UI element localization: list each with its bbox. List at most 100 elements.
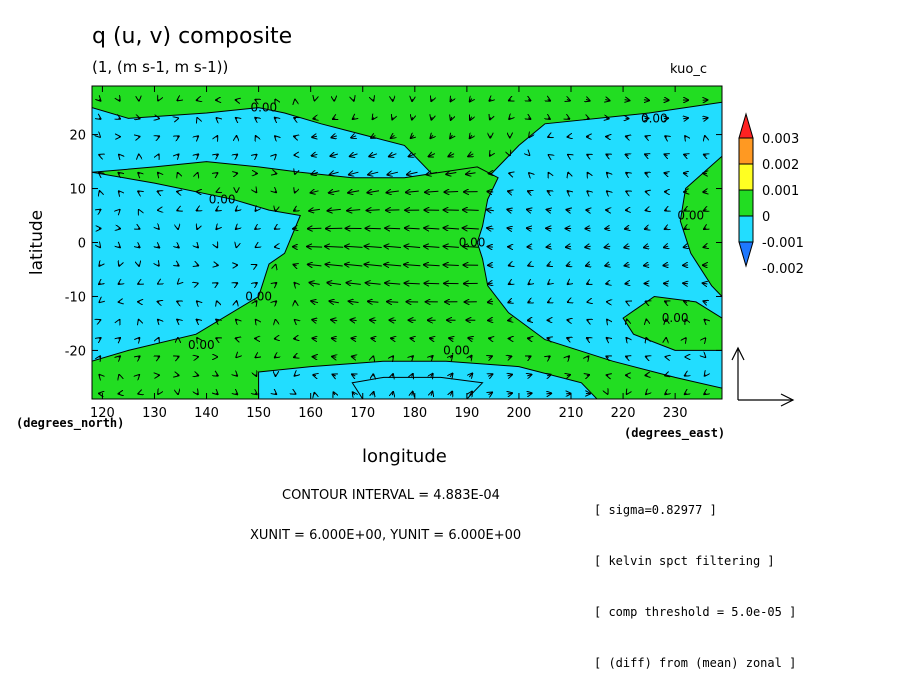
contour-label: 0.00 xyxy=(443,343,470,357)
wind-vector xyxy=(158,100,159,101)
wind-vector xyxy=(197,393,198,394)
wind-vector xyxy=(568,155,569,156)
colorbar-swatch xyxy=(739,190,753,216)
wind-vector xyxy=(217,136,218,137)
wind-vector xyxy=(217,173,218,174)
colorbar-swatch xyxy=(739,138,753,164)
negative-region xyxy=(352,377,482,399)
wind-vector xyxy=(646,302,648,303)
wind-vector xyxy=(293,228,297,229)
wind-vector xyxy=(332,338,337,339)
wind-vector xyxy=(313,375,316,376)
wind-vector xyxy=(705,375,706,376)
wind-vector xyxy=(387,302,398,303)
y-tick-label: -10 xyxy=(65,290,86,305)
wind-vector xyxy=(139,375,140,376)
wind-vector xyxy=(665,375,667,376)
x-tick-label: 220 xyxy=(611,406,636,421)
wind-vector xyxy=(177,357,178,358)
wind-vector xyxy=(627,393,628,394)
wind-vector xyxy=(684,173,688,174)
wind-vector xyxy=(256,191,257,192)
colorbar-label: -0.002 xyxy=(762,262,804,277)
wind-vector xyxy=(256,357,257,358)
wind-vector xyxy=(99,210,100,211)
wind-vector xyxy=(549,173,550,174)
wind-vector xyxy=(197,301,198,302)
wind-vector xyxy=(138,283,139,284)
wind-vector xyxy=(487,192,493,193)
wind-vector xyxy=(307,247,322,248)
wind-vector xyxy=(308,228,322,229)
colorbar-label: -0.001 xyxy=(762,236,804,251)
x-tick-label: 170 xyxy=(350,406,375,421)
wind-vector xyxy=(663,265,668,266)
reference-vector xyxy=(732,348,793,406)
wind-vector xyxy=(197,210,199,211)
wind-vector xyxy=(607,320,608,321)
wind-vector xyxy=(370,320,376,321)
wind-vector xyxy=(529,136,530,137)
wind-vector xyxy=(158,155,159,156)
x-tick-label: 180 xyxy=(402,406,427,421)
wind-vector xyxy=(488,247,493,248)
wind-vector xyxy=(444,265,459,266)
y-tick-label: 20 xyxy=(69,129,86,144)
x-tick-label: 160 xyxy=(298,406,323,421)
wind-vector xyxy=(158,338,159,339)
wind-vector xyxy=(509,265,511,266)
wind-vector xyxy=(256,136,257,137)
wind-vector xyxy=(217,246,218,247)
wind-vector xyxy=(158,136,160,137)
wind-vector xyxy=(158,302,160,303)
x-axis-label: longitude xyxy=(362,446,447,467)
wind-vector xyxy=(431,117,432,120)
wind-vector xyxy=(295,191,296,192)
wind-vector xyxy=(177,302,178,303)
contour-label: 0.00 xyxy=(677,209,704,223)
contour-label: 0.00 xyxy=(662,311,689,325)
y-tick-label: 0 xyxy=(78,237,86,252)
contour-label: 0.00 xyxy=(250,101,277,115)
wind-vector xyxy=(294,136,296,137)
colorbar-label: 0.002 xyxy=(762,158,799,173)
x-tick-label: 210 xyxy=(559,406,584,421)
colorbar-label: 0.003 xyxy=(762,132,799,147)
wind-vector xyxy=(99,155,100,156)
wind-vector xyxy=(197,228,198,229)
wind-vector xyxy=(568,302,569,303)
wind-vector xyxy=(119,155,120,156)
wind-vector xyxy=(605,228,610,229)
chart-subtitle: (1, (m s-1, m s-1)) xyxy=(92,58,228,76)
colorbar-swatch xyxy=(739,114,753,138)
contour-interval: CONTOUR INTERVAL = 4.883E-04 xyxy=(282,488,500,503)
wind-vector xyxy=(256,320,257,321)
wind-vector xyxy=(197,375,199,376)
wind-vector xyxy=(527,228,532,229)
vector-units: XUNIT = 6.000E+00, YUNIT = 6.000E+00 xyxy=(250,528,521,543)
wind-vector xyxy=(586,210,589,211)
colorbar-swatch xyxy=(739,216,753,242)
x-tick-label: 200 xyxy=(507,406,532,421)
contour-label: 0.00 xyxy=(209,192,236,206)
contour-label: 0.00 xyxy=(459,236,486,250)
wind-vector xyxy=(217,118,218,119)
wind-vector xyxy=(177,210,178,211)
wind-vector xyxy=(683,283,688,284)
colorbar-swatch xyxy=(739,242,753,266)
wind-vector xyxy=(295,375,296,376)
wind-vector xyxy=(216,338,217,339)
wind-vector xyxy=(703,192,707,193)
wind-vector xyxy=(313,118,316,119)
wind-vector xyxy=(158,191,160,192)
colorbar-swatch xyxy=(739,164,753,190)
wind-vector xyxy=(256,155,257,156)
wind-vector xyxy=(275,155,276,156)
wind-vector xyxy=(99,375,100,376)
wind-vector xyxy=(236,283,238,284)
note-line: [ kelvin spct filtering ] xyxy=(594,553,796,570)
wind-vector xyxy=(99,356,100,357)
wind-vector xyxy=(119,99,120,100)
wind-vector xyxy=(626,302,627,303)
wind-vector xyxy=(587,375,589,376)
